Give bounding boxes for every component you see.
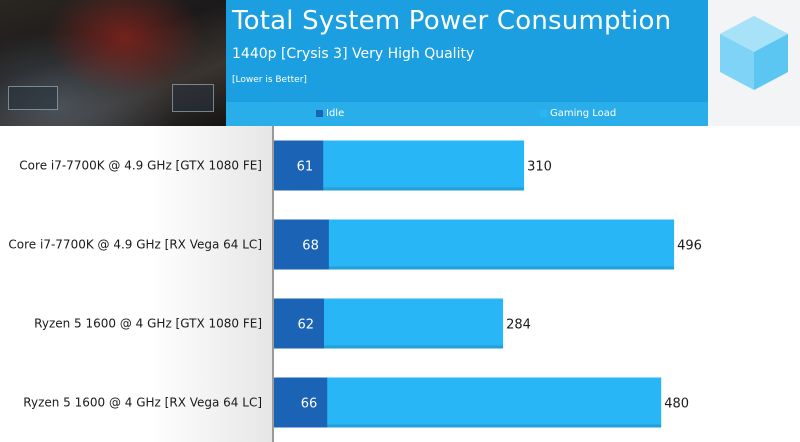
bar-gaming-load-shadow — [274, 266, 675, 270]
category-label: Core i7-7700K @ 4.9 GHz [RX Vega 64 LC] — [8, 238, 262, 252]
chart-note: [Lower is Better] — [232, 75, 307, 85]
site-logo — [708, 0, 800, 126]
game-screenshot-thumbnail — [0, 0, 226, 126]
bar-idle — [274, 377, 328, 428]
data-label-gaming-load: 284 — [506, 318, 531, 333]
bar-idle — [274, 140, 324, 191]
bar-gaming-load-shadow — [274, 187, 525, 191]
data-label-idle: 61 — [297, 160, 314, 175]
bar-idle — [274, 298, 325, 349]
category-label: Ryzen 5 1600 @ 4 GHz [GTX 1080 FE] — [34, 317, 262, 331]
data-label-idle: 66 — [301, 397, 318, 412]
data-label-idle: 68 — [302, 239, 319, 254]
chart-header: Total System Power Consumption 1440p [Cr… — [0, 0, 800, 126]
chart-subtitle: 1440p [Crysis 3] Very High Quality — [232, 46, 475, 62]
chart-title: Total System Power Consumption — [232, 6, 672, 36]
legend-swatch-gaming-load — [540, 110, 547, 117]
legend-label-gaming-load: Gaming Load — [550, 108, 617, 119]
y-axis-line — [272, 126, 274, 442]
data-label-gaming-load: 310 — [527, 160, 552, 175]
cube-logo-icon — [720, 16, 788, 90]
title-band — [226, 0, 708, 102]
legend-label-idle: Idle — [326, 108, 345, 119]
legend-swatch-idle — [316, 110, 323, 117]
data-label-idle: 62 — [297, 318, 314, 333]
hud-panel-right — [172, 84, 214, 112]
data-label-gaming-load: 480 — [664, 397, 689, 412]
bar-idle — [274, 219, 329, 270]
bar-gaming-load-shadow — [274, 424, 662, 428]
data-label-gaming-load: 496 — [677, 239, 702, 254]
bar-gaming-load — [274, 377, 662, 428]
legend: Idle Gaming Load — [226, 104, 708, 126]
category-label-panel — [0, 126, 272, 442]
hud-panel-left — [8, 86, 58, 110]
bar-gaming-load — [274, 219, 675, 270]
category-label: Ryzen 5 1600 @ 4 GHz [RX Vega 64 LC] — [23, 396, 262, 410]
category-label: Core i7-7700K @ 4.9 GHz [GTX 1080 FE] — [19, 159, 262, 173]
bar-gaming-load-shadow — [274, 345, 504, 349]
